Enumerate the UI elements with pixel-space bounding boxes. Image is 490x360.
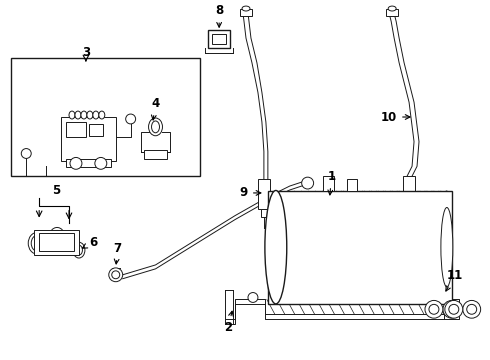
Bar — [89, 124, 103, 136]
Bar — [268, 191, 452, 304]
Ellipse shape — [52, 230, 62, 244]
Ellipse shape — [441, 207, 453, 287]
Text: 6: 6 — [82, 236, 97, 249]
Ellipse shape — [242, 6, 250, 11]
Text: 11: 11 — [446, 269, 463, 291]
Bar — [386, 9, 398, 17]
Ellipse shape — [75, 111, 81, 119]
Bar — [208, 30, 230, 48]
Circle shape — [425, 301, 443, 318]
Ellipse shape — [99, 111, 105, 119]
Bar — [39, 233, 74, 251]
Ellipse shape — [93, 111, 99, 119]
Circle shape — [447, 304, 457, 314]
Circle shape — [443, 301, 461, 318]
Circle shape — [109, 268, 122, 282]
Text: 9: 9 — [240, 186, 261, 199]
Circle shape — [405, 225, 413, 233]
Ellipse shape — [69, 111, 75, 119]
Ellipse shape — [28, 233, 46, 254]
Ellipse shape — [49, 228, 65, 247]
Circle shape — [70, 157, 82, 169]
Circle shape — [449, 304, 459, 314]
Bar — [258, 179, 270, 209]
Ellipse shape — [388, 6, 396, 11]
Bar — [66, 122, 86, 137]
Circle shape — [445, 301, 463, 318]
Ellipse shape — [148, 118, 163, 136]
Bar — [347, 179, 357, 191]
Bar — [61, 117, 116, 161]
Ellipse shape — [81, 111, 87, 119]
Circle shape — [248, 293, 258, 302]
Bar — [34, 230, 79, 255]
Circle shape — [112, 271, 120, 279]
Ellipse shape — [151, 121, 159, 133]
Bar — [11, 58, 200, 176]
Circle shape — [401, 221, 417, 236]
Ellipse shape — [31, 235, 43, 251]
Circle shape — [429, 304, 439, 314]
Ellipse shape — [75, 245, 82, 255]
Circle shape — [463, 301, 481, 318]
Bar — [240, 9, 252, 17]
Ellipse shape — [87, 111, 93, 119]
Ellipse shape — [265, 190, 287, 304]
Text: 2: 2 — [224, 311, 233, 334]
Bar — [212, 34, 226, 44]
Circle shape — [467, 304, 477, 314]
Bar — [322, 176, 335, 191]
Bar — [406, 206, 412, 213]
Text: 8: 8 — [215, 4, 223, 27]
Text: 5: 5 — [52, 184, 60, 198]
Bar — [144, 149, 168, 159]
Circle shape — [125, 114, 136, 124]
Text: 3: 3 — [82, 46, 90, 59]
Text: 4: 4 — [151, 97, 160, 120]
Text: 10: 10 — [381, 111, 410, 123]
Circle shape — [95, 157, 107, 169]
Circle shape — [21, 149, 31, 158]
Bar — [66, 159, 111, 167]
Text: 7: 7 — [114, 242, 122, 264]
Circle shape — [302, 177, 314, 189]
Bar — [403, 176, 415, 206]
Bar — [261, 209, 267, 217]
Text: 1: 1 — [327, 170, 336, 195]
Ellipse shape — [73, 242, 85, 258]
